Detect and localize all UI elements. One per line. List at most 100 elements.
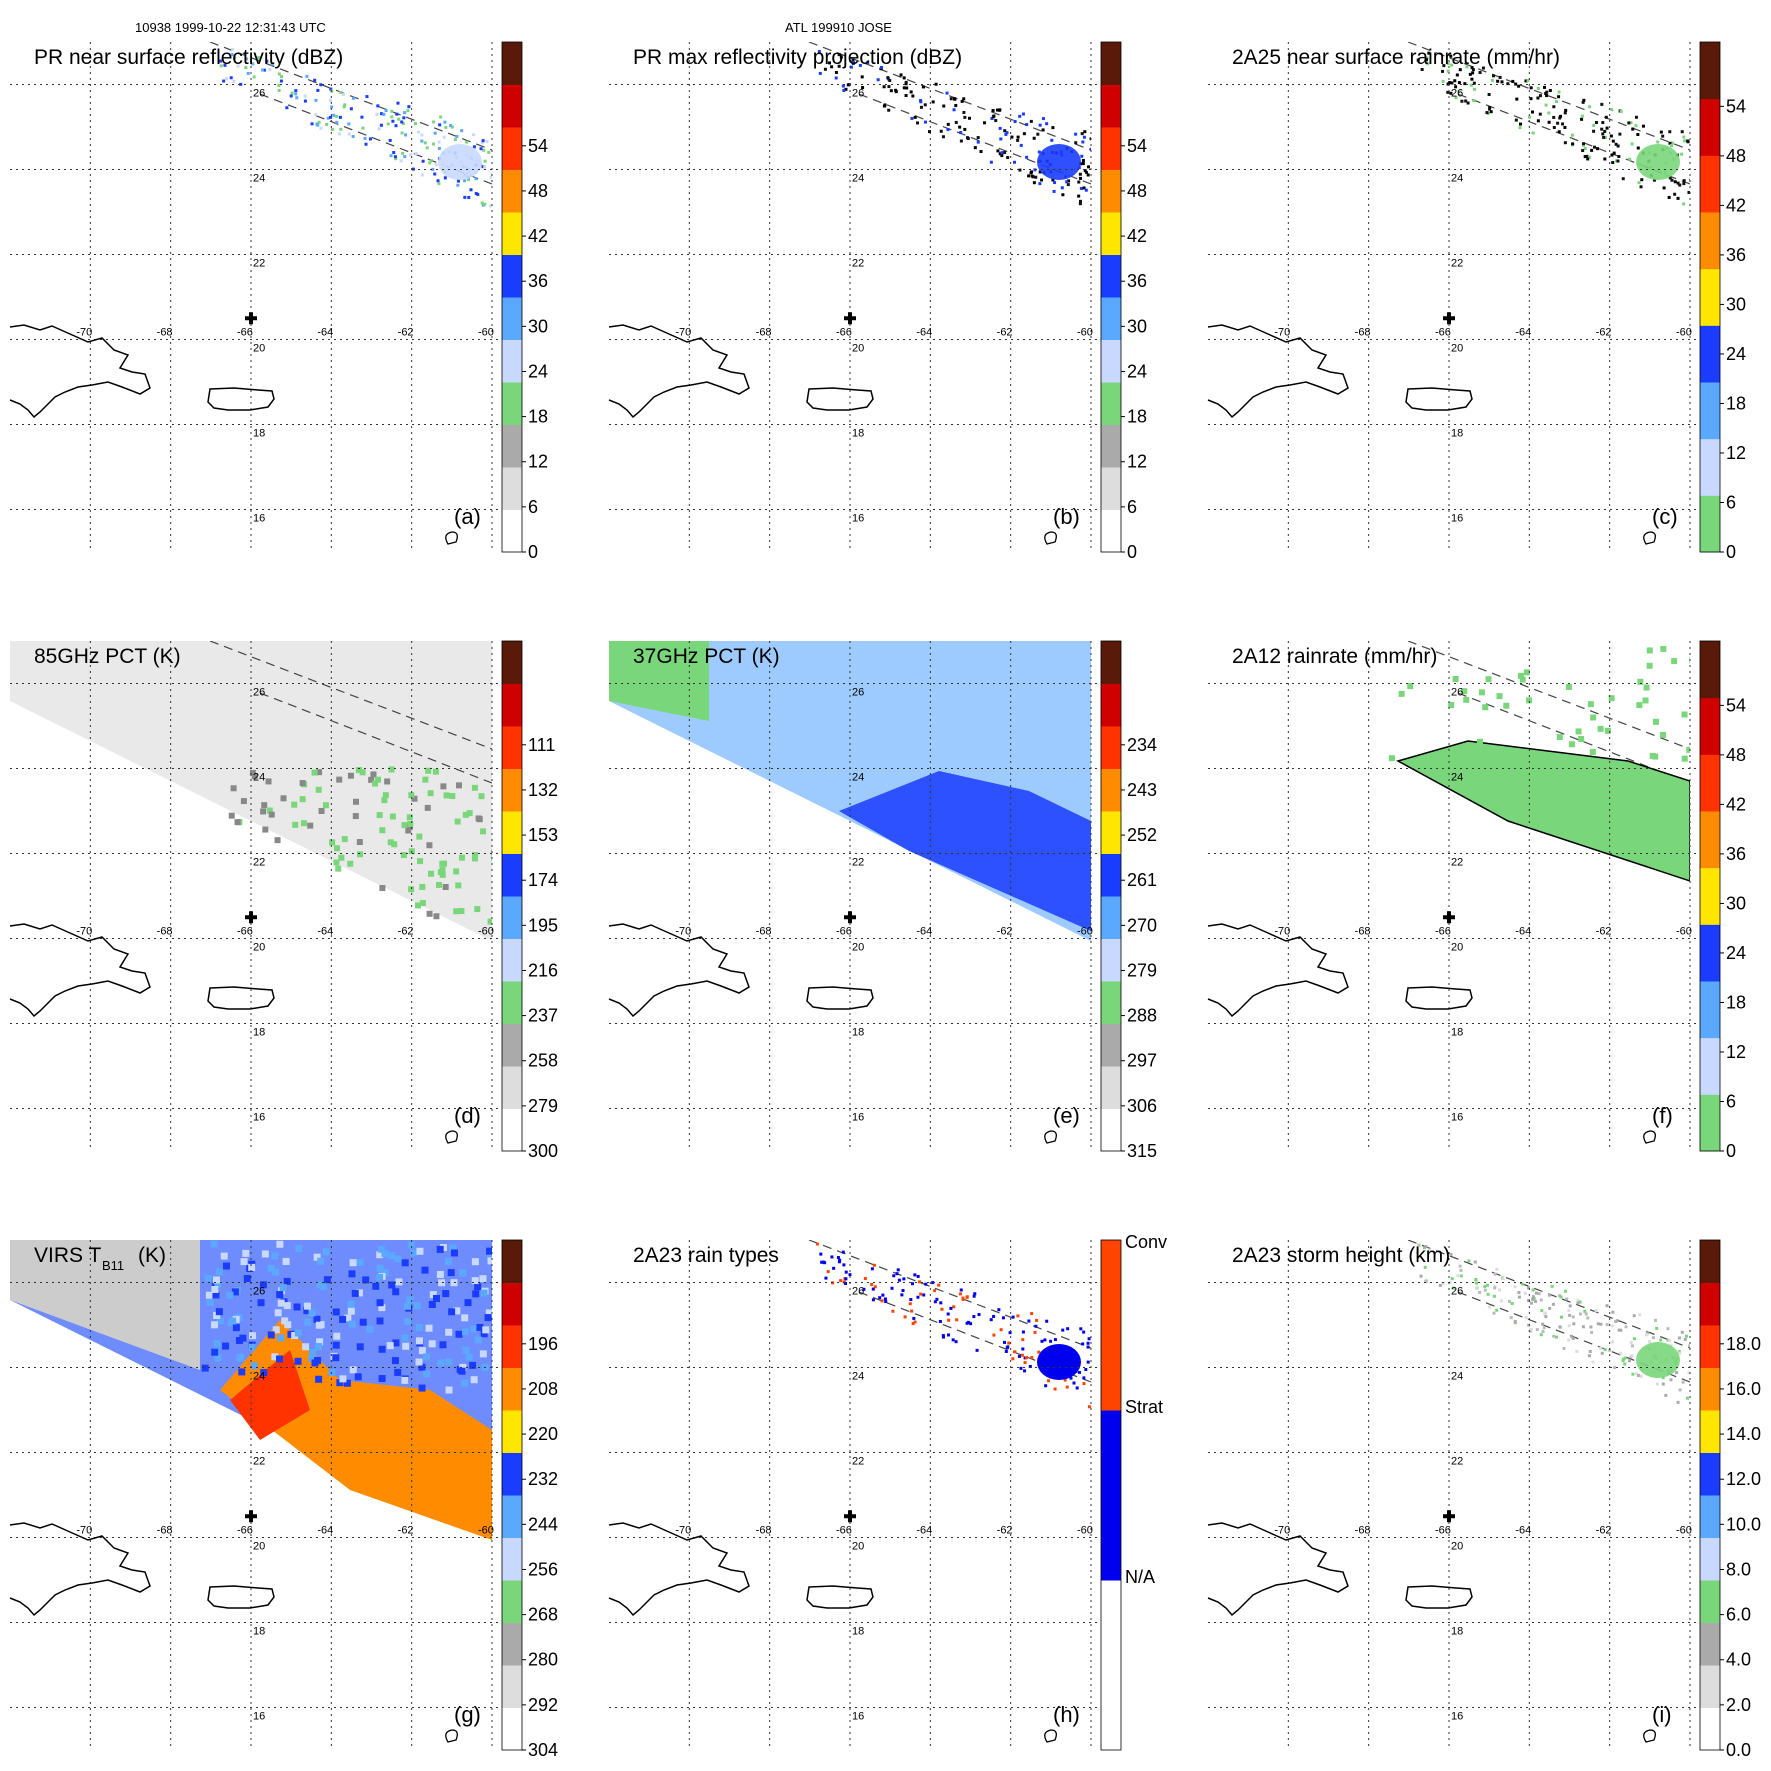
cloud-cell xyxy=(343,1379,351,1387)
ice-scatter-cell xyxy=(299,780,306,787)
precip-cell xyxy=(841,84,845,88)
rain-type-cell xyxy=(1081,1342,1085,1346)
colorbar-tick-label: 18 xyxy=(1726,992,1746,1012)
precip-cell xyxy=(485,140,489,144)
latitude-tick-label: 16 xyxy=(852,1112,864,1124)
cloud-cell xyxy=(416,1247,424,1255)
precip-cell xyxy=(962,110,966,114)
rain-type-cell xyxy=(997,1308,1001,1312)
precip-cell xyxy=(1548,1306,1552,1310)
panel-data-layer xyxy=(1407,1240,1690,1404)
precip-cell xyxy=(1670,143,1674,147)
precip-cell xyxy=(325,122,329,126)
precip-cell xyxy=(222,79,226,83)
colorbar-tick-label: 288 xyxy=(1127,1006,1157,1026)
rain-type-cell xyxy=(952,1305,956,1309)
longitude-tick-label: -60 xyxy=(478,926,494,938)
ice-scatter-cell xyxy=(274,837,281,844)
precip-cell xyxy=(1486,1292,1490,1296)
rain-type-cell xyxy=(1040,1339,1044,1343)
colorbar-segment xyxy=(502,382,522,425)
panel-data-layer xyxy=(808,1240,1091,1409)
precip-cell xyxy=(1468,72,1472,76)
precip-cell xyxy=(876,78,880,82)
precip-cell xyxy=(941,135,945,139)
precip-cell xyxy=(476,192,480,196)
cloud-cell xyxy=(418,1347,426,1355)
latitude-tick-label: 24 xyxy=(1451,772,1463,784)
precip-cell xyxy=(939,129,943,133)
precip-cell xyxy=(889,89,893,93)
cloud-cell xyxy=(344,1314,352,1322)
colorbar-tick-label: 24 xyxy=(528,361,548,381)
rain-type-cell xyxy=(832,1266,836,1270)
precip-cell xyxy=(823,67,827,71)
precip-cell xyxy=(989,160,993,164)
latitude-tick-label: 24 xyxy=(253,173,265,185)
rain-type-cell xyxy=(949,1306,953,1310)
precip-cell xyxy=(319,83,323,87)
precip-cell xyxy=(1089,137,1091,141)
colorbar-segment xyxy=(502,212,522,255)
precip-cell xyxy=(904,94,908,98)
rain-type-cell xyxy=(1021,1338,1025,1342)
precip-cell xyxy=(1535,1328,1539,1332)
rain-type-cell xyxy=(916,1274,920,1278)
precip-cell xyxy=(337,132,341,136)
cloud-cell xyxy=(359,1318,367,1326)
cloud-cell xyxy=(347,1300,355,1308)
colorbar-tick-label: 216 xyxy=(528,960,558,980)
colorbar-tick-label: Strat xyxy=(1125,1397,1163,1417)
ice-scatter-cell xyxy=(382,792,389,799)
cloud-cell xyxy=(423,1353,431,1361)
rain-type-cell xyxy=(1043,1338,1047,1342)
precip-cell xyxy=(967,116,971,120)
cloud-cell xyxy=(391,1357,399,1365)
colorbar-segment xyxy=(1101,1410,1121,1581)
ice-scatter-cell xyxy=(356,839,363,846)
longitude-tick-label: -62 xyxy=(997,1525,1013,1537)
cloud-cell xyxy=(276,1291,284,1299)
precip-cell xyxy=(954,104,958,108)
latitude-tick-label: 16 xyxy=(1451,1112,1463,1124)
precip-cell xyxy=(1600,102,1604,106)
precip-cell xyxy=(1498,1288,1502,1292)
cloud-cell xyxy=(425,1324,433,1332)
cloud-cell xyxy=(282,1257,290,1265)
island-coastline xyxy=(1643,1130,1656,1144)
colorbar-tick-label: 300 xyxy=(528,1141,558,1161)
precip-cell xyxy=(1680,1330,1684,1334)
precip-cell xyxy=(305,74,309,78)
cloud-cell xyxy=(214,1354,222,1362)
ice-scatter-cell xyxy=(425,767,432,774)
precip-cell xyxy=(483,165,487,169)
precip-cell xyxy=(219,64,223,68)
precip-cell xyxy=(1608,1348,1612,1352)
precip-cell xyxy=(1605,1304,1609,1308)
colorbar-tick-label: 42 xyxy=(1127,226,1147,246)
precip-cell xyxy=(310,122,314,126)
precip-cell xyxy=(1680,130,1684,134)
colorbar-frame xyxy=(501,640,523,1152)
rain-type-cell xyxy=(870,1267,874,1271)
precip-cell xyxy=(1611,1310,1615,1314)
precip-cell xyxy=(239,82,243,86)
precip-cell xyxy=(252,75,256,79)
precip-cell xyxy=(439,115,443,119)
precip-cell xyxy=(343,103,347,107)
longitude-tick-label: -66 xyxy=(1435,926,1451,938)
cloud-cell xyxy=(315,1321,323,1329)
longitude-tick-label: -70 xyxy=(1274,1525,1290,1537)
colorbar-tick-label: 18 xyxy=(528,407,548,427)
island-coastline xyxy=(1643,1729,1656,1743)
precip-cell xyxy=(490,173,492,177)
colorbar-tick-label: 16.0 xyxy=(1726,1379,1761,1399)
cloud-cell xyxy=(279,1284,287,1292)
cloud-cell xyxy=(215,1268,223,1276)
precip-cell xyxy=(1019,143,1023,147)
colorbar-tick-label: 8.0 xyxy=(1726,1559,1751,1579)
colorbar-segment xyxy=(1700,382,1720,440)
rain-type-cell xyxy=(1005,1346,1009,1350)
